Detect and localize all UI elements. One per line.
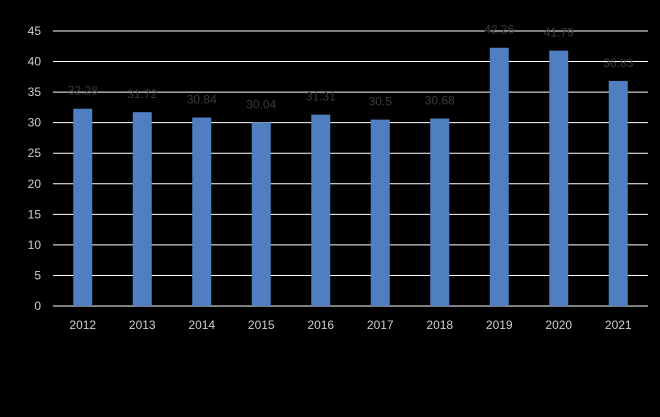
bar-2018 <box>430 118 450 306</box>
y-tick-label: 20 <box>28 177 42 191</box>
data-label: 36.83 <box>603 56 633 70</box>
x-tick-label: 2012 <box>69 318 96 332</box>
data-label: 42.26 <box>484 23 514 37</box>
data-label: 30.68 <box>425 94 455 108</box>
x-axis-tick-labels: 2012 2013 2014 2015 2016 2017 2018 2019 2020 2021 <box>69 318 632 332</box>
x-tick-label: 2016 <box>307 318 334 332</box>
x-tick-label: 2019 <box>486 318 513 332</box>
bars <box>73 47 628 307</box>
x-tick-label: 2021 <box>605 318 632 332</box>
y-tick-label: 30 <box>28 116 42 130</box>
bar-2015 <box>251 122 271 306</box>
y-tick-label: 45 <box>28 24 42 38</box>
y-tick-label: 15 <box>28 207 42 221</box>
bar-2020 <box>549 50 569 306</box>
x-tick-label: 2018 <box>426 318 453 332</box>
bar-2014 <box>192 117 212 307</box>
bar-2016 <box>311 114 331 307</box>
x-tick-label: 2013 <box>129 318 156 332</box>
y-axis-tick-labels: 0 5 10 15 20 25 30 35 40 45 <box>28 24 42 313</box>
data-label: 41.79 <box>544 26 574 40</box>
bar-2012 <box>73 108 93 306</box>
gridlines <box>53 30 648 307</box>
y-tick-label: 25 <box>28 146 42 160</box>
data-label: 30.5 <box>369 95 393 109</box>
bar-2017 <box>370 119 390 306</box>
bar-2021 <box>608 80 628 306</box>
x-tick-label: 2014 <box>188 318 215 332</box>
data-label: 32.28 <box>68 84 98 98</box>
data-label: 31.72 <box>127 87 157 101</box>
y-tick-label: 0 <box>34 299 41 313</box>
y-tick-label: 35 <box>28 85 42 99</box>
x-tick-label: 2017 <box>367 318 394 332</box>
data-label: 31.31 <box>306 90 336 104</box>
y-tick-label: 5 <box>34 268 41 282</box>
bar-2019 <box>489 47 509 306</box>
x-tick-label: 2015 <box>248 318 275 332</box>
x-tick-label: 2020 <box>545 318 572 332</box>
data-label: 30.04 <box>246 97 276 111</box>
data-label: 30.84 <box>187 93 217 107</box>
data-labels: 32.28 31.72 30.84 30.04 31.31 30.5 30.68 42.26 4… <box>68 23 634 112</box>
bar-2013 <box>132 112 152 307</box>
y-tick-label: 40 <box>28 55 42 69</box>
y-tick-label: 10 <box>28 238 42 252</box>
